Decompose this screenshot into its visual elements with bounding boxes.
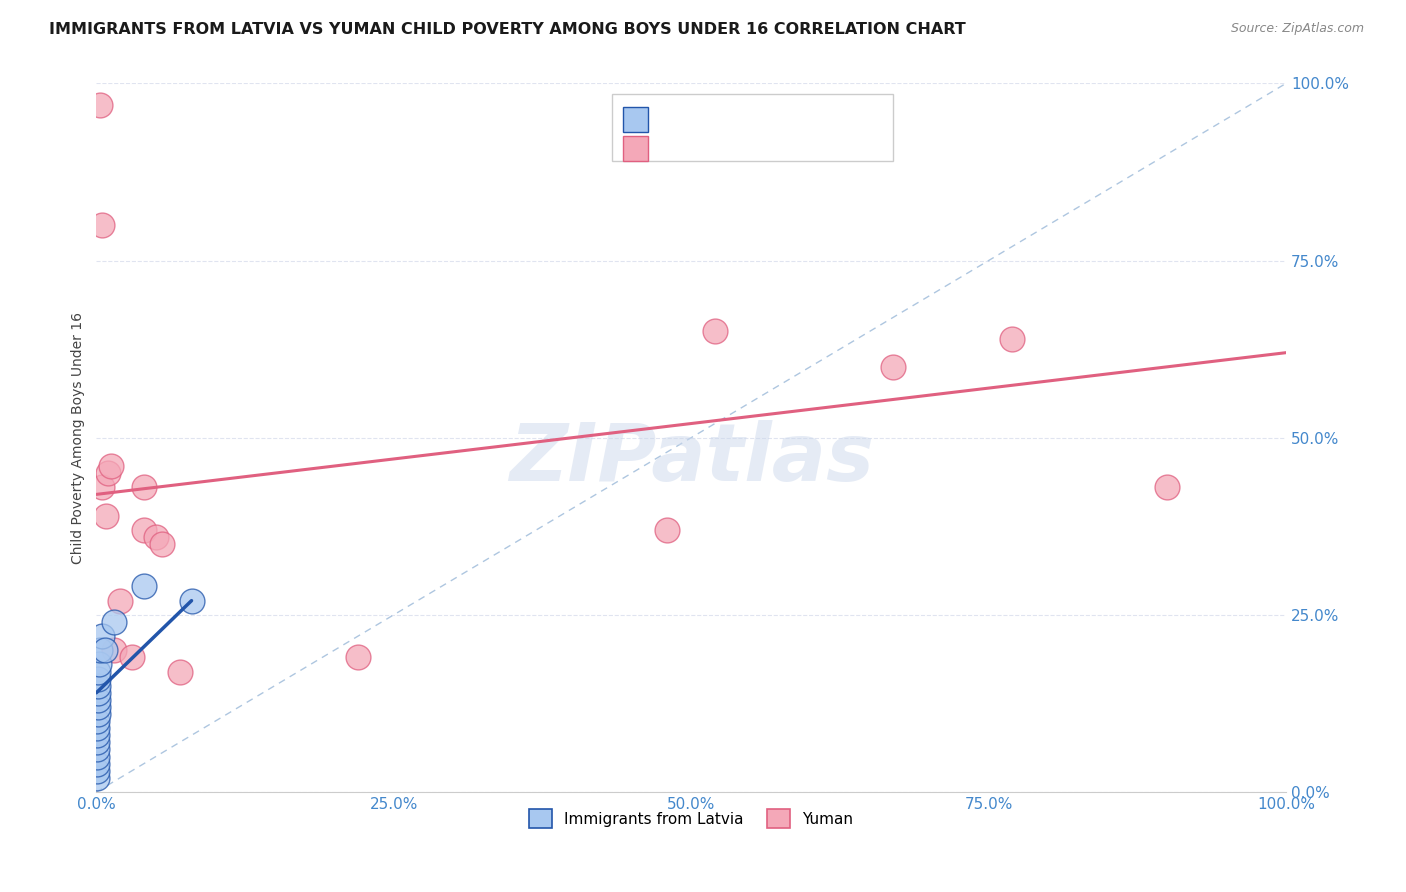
Point: [89, 643, 111, 657]
Point: [87, 665, 110, 679]
Point: [97, 466, 120, 480]
Point: [86, 749, 108, 764]
Point: [86, 764, 108, 778]
Point: [89, 97, 111, 112]
Point: [91, 629, 114, 643]
Point: [86, 721, 108, 735]
Point: [1001, 331, 1024, 345]
Point: [91, 480, 114, 494]
Point: [86, 756, 108, 771]
Legend: Immigrants from Latvia, Yuman: Immigrants from Latvia, Yuman: [523, 803, 859, 834]
Point: [145, 530, 167, 544]
Point: [86, 700, 108, 714]
Point: [1156, 480, 1178, 494]
Point: [87, 672, 110, 686]
Point: [347, 650, 370, 665]
Point: [169, 665, 191, 679]
Y-axis label: Child Poverty Among Boys Under 16: Child Poverty Among Boys Under 16: [72, 311, 86, 564]
Point: [91, 218, 114, 232]
Point: [180, 593, 202, 607]
Point: [703, 325, 725, 339]
Point: [150, 537, 173, 551]
Point: [93, 643, 115, 657]
Point: [103, 643, 125, 657]
Point: [132, 523, 155, 537]
Point: [86, 693, 108, 707]
Point: [86, 728, 108, 742]
Point: [882, 359, 904, 374]
Point: [86, 706, 108, 721]
Text: R = 0.347   N = 23: R = 0.347 N = 23: [659, 112, 830, 129]
Text: Source: ZipAtlas.com: Source: ZipAtlas.com: [1230, 22, 1364, 36]
Text: IMMIGRANTS FROM LATVIA VS YUMAN CHILD POVERTY AMONG BOYS UNDER 16 CORRELATION CH: IMMIGRANTS FROM LATVIA VS YUMAN CHILD PO…: [49, 22, 966, 37]
Point: [86, 714, 108, 728]
Text: ZIPatlas: ZIPatlas: [509, 420, 873, 498]
Point: [132, 579, 155, 593]
Point: [100, 458, 122, 473]
Point: [86, 771, 108, 785]
Point: [86, 735, 108, 749]
Point: [86, 686, 108, 700]
Point: [87, 657, 110, 672]
Point: [132, 480, 155, 494]
Point: [86, 742, 108, 756]
Point: [121, 650, 143, 665]
Point: [87, 679, 110, 693]
Point: [94, 508, 117, 523]
Point: [657, 523, 679, 537]
Point: [108, 593, 131, 607]
Text: R = 0.223   N = 20: R = 0.223 N = 20: [659, 141, 830, 159]
Point: [103, 615, 125, 629]
